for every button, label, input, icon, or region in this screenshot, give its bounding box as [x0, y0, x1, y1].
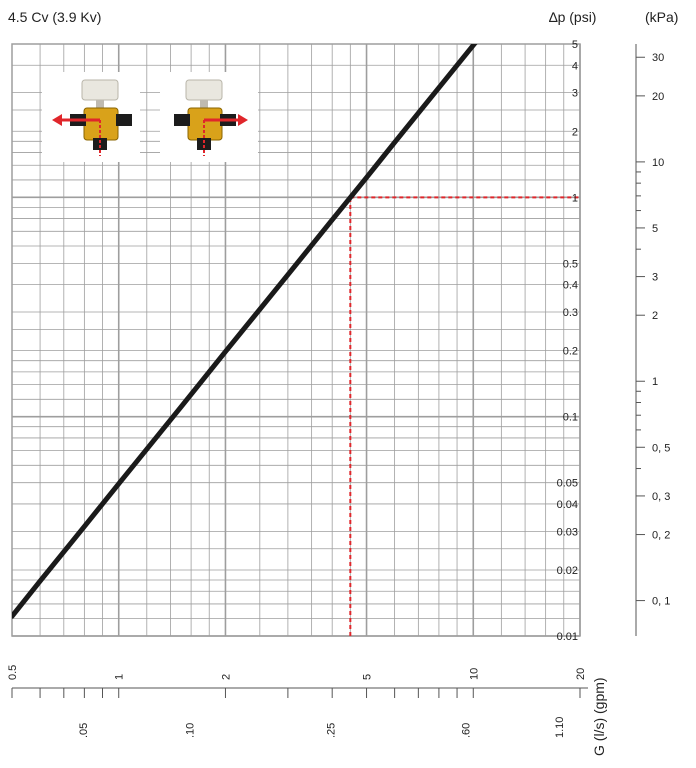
psi-tick-label: 4: [572, 60, 578, 72]
kpa-tick-label: 20: [652, 91, 664, 103]
psi-tick-label: 0.4: [563, 280, 578, 292]
reference-lines: [349, 196, 580, 636]
psi-tick-label: 2: [572, 126, 578, 138]
kpa-tick-label: 5: [652, 223, 658, 235]
kpa-tick-label: 0, 3: [652, 491, 670, 503]
psi-tick-label: 0.03: [557, 526, 578, 538]
psi-tick-label: 5: [572, 39, 578, 51]
gpm-tick-label: 1: [114, 674, 126, 680]
kpa-tick-label: 10: [652, 157, 664, 169]
axes-group: 5 4 3 2 1 0.5 0.4 0.3 0.2 0.1 0.05 0.04 0.03 0.02 0.01…: [7, 39, 670, 756]
ls-tick-label: .25: [326, 723, 338, 738]
kpa-tick-label: 30: [652, 52, 664, 64]
psi-tick-label: 0.3: [563, 307, 578, 319]
x-axis-title: G (l/s) (gpm): [591, 677, 607, 756]
psi-tick-label: 3: [572, 88, 578, 100]
gpm-tick-label: 0.5: [7, 665, 19, 680]
psi-tick-label: 1: [572, 192, 578, 204]
ls-tick-label: .05: [78, 723, 90, 738]
kpa-tick-label: 3: [652, 272, 658, 284]
kpa-tick-label: 0, 2: [652, 530, 670, 542]
kpa-tick-label: 1: [652, 376, 658, 388]
valve-images: [42, 72, 258, 162]
psi-tick-label: 0.5: [563, 258, 578, 270]
ls-tick-label: .10: [185, 723, 197, 738]
psi-tick-label: 0.02: [557, 565, 578, 577]
gpm-tick-label: 10: [468, 668, 480, 680]
kpa-unit-label: (kPa): [645, 9, 678, 25]
psi-tick-label: 0.1: [563, 412, 578, 424]
dp-unit-label: ∆p (psi): [549, 9, 596, 25]
psi-tick-label: 0.2: [563, 346, 578, 358]
series-line-0: [12, 44, 478, 619]
ls-tick-label: 1.10: [554, 717, 566, 738]
gpm-tick-label: 2: [220, 674, 232, 680]
valve-image-2: [174, 79, 248, 156]
gpm-tick-label: 20: [575, 668, 587, 680]
psi-tick-label: 0.04: [557, 499, 578, 511]
psi-tick-label: 0.01: [557, 631, 578, 643]
gpm-tick-label: 5: [362, 674, 374, 680]
valve-image-1: [52, 79, 132, 156]
kpa-tick-label: 2: [652, 310, 658, 322]
series-group: [12, 44, 478, 619]
kpa-tick-label: 0, 1: [652, 596, 670, 608]
kpa-tick-label: 0, 5: [652, 442, 670, 454]
psi-tick-label: 0.05: [557, 478, 578, 490]
chart-title: 4.5 Cv (3.9 Kv): [8, 9, 101, 25]
ls-tick-label: .60: [461, 723, 473, 738]
grid: [11, 43, 581, 637]
